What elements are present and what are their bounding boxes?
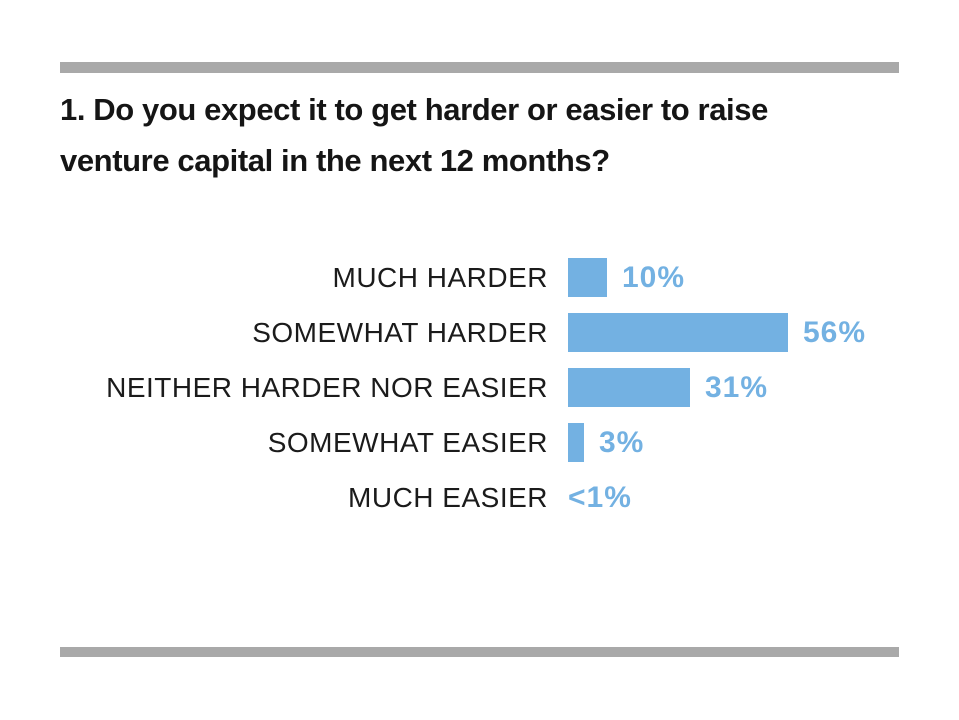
bar-row: NEITHER HARDER NOR EASIER 31% <box>60 360 930 415</box>
value-label: 10% <box>622 260 686 294</box>
bar-area: 56% <box>568 313 866 352</box>
bar-row: MUCH HARDER 10% <box>60 250 930 305</box>
bar-row: MUCH EASIER <1% <box>60 470 930 525</box>
value-label: <1% <box>568 480 632 514</box>
bar-area: 3% <box>568 423 644 462</box>
category-label: MUCH EASIER <box>348 481 548 513</box>
category-label: MUCH HARDER <box>332 261 548 293</box>
question-title-line-2: venture capital in the next 12 months? <box>60 143 610 178</box>
bar <box>568 423 584 462</box>
category-label: SOMEWHAT HARDER <box>252 316 548 348</box>
bar-row: SOMEWHAT HARDER 56% <box>60 305 930 360</box>
bar-area: 31% <box>568 368 768 407</box>
top-divider <box>60 62 899 73</box>
bar-area: <1% <box>568 481 632 515</box>
bar <box>568 258 607 297</box>
bar-area: 10% <box>568 258 685 297</box>
bottom-divider <box>60 647 899 657</box>
bar <box>568 313 788 352</box>
category-label: NEITHER HARDER NOR EASIER <box>106 371 548 403</box>
question-title-line-1: 1. Do you expect it to get harder or eas… <box>60 92 768 127</box>
value-label: 3% <box>599 425 645 459</box>
category-label: SOMEWHAT EASIER <box>267 426 548 458</box>
bar <box>568 368 690 407</box>
value-label: 31% <box>705 370 769 404</box>
horizontal-bar-chart: MUCH HARDER 10% SOMEWHAT HARDER 56% NEITHER … <box>60 250 930 525</box>
question-title: 1. Do you expect it to get harder or eas… <box>60 84 920 186</box>
value-label: 56% <box>803 315 867 349</box>
bar-row: SOMEWHAT EASIER 3% <box>60 415 930 470</box>
